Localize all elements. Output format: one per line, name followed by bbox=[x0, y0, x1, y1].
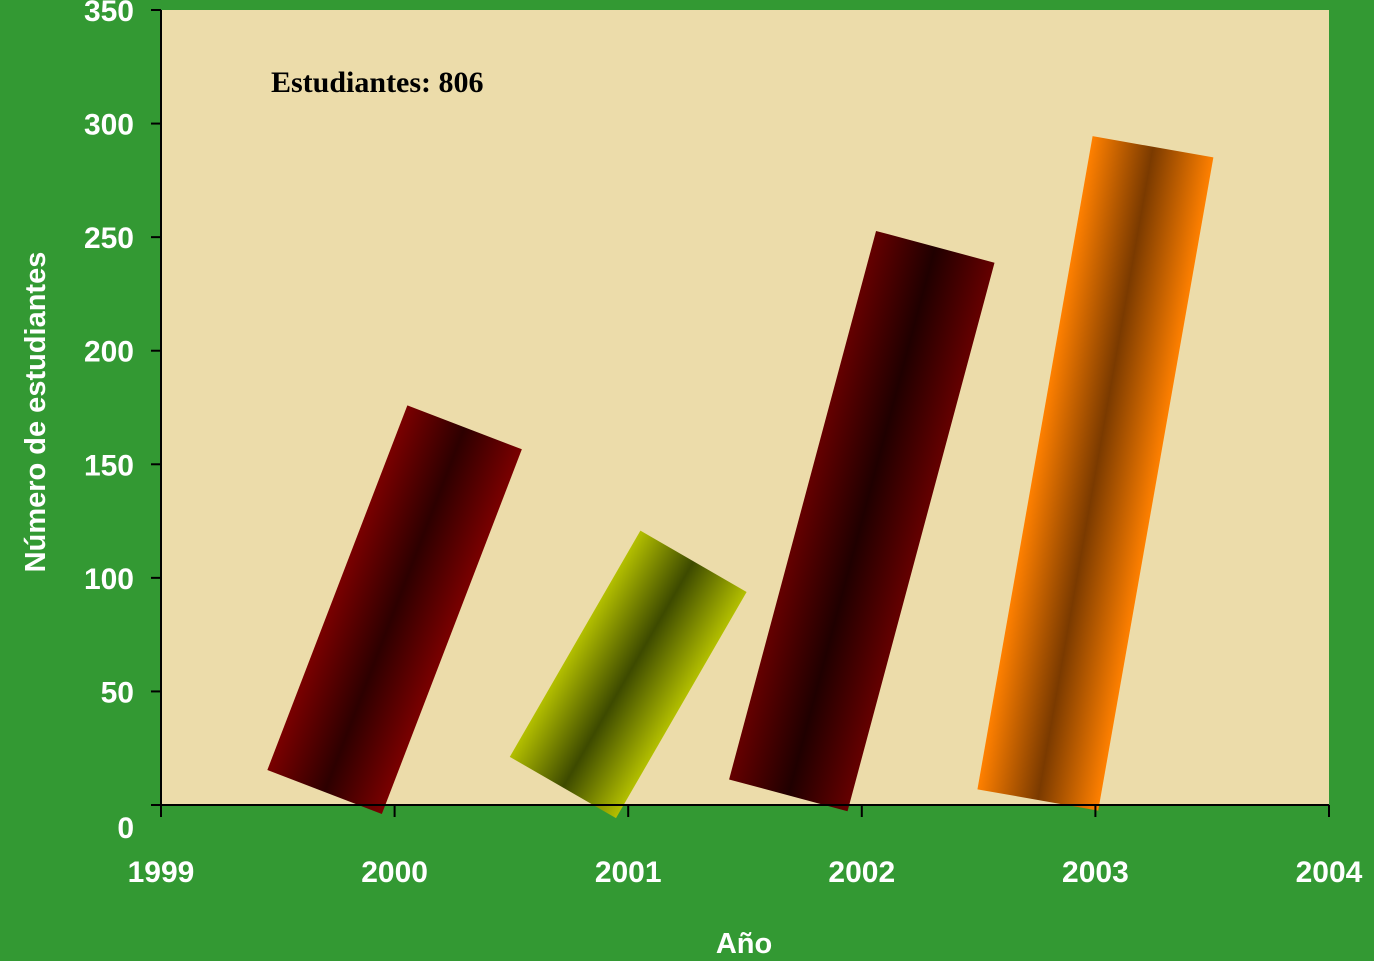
bar-2000 bbox=[267, 405, 522, 815]
x-axis-ticks: 1999 2000 2001 2002 2003 2004 bbox=[128, 805, 1363, 889]
x-tick-label: 1999 bbox=[128, 856, 195, 889]
bar-2003 bbox=[977, 136, 1214, 811]
x-tick-label: 2004 bbox=[1296, 856, 1363, 889]
y-axis-ticks: 0 50 100 150 200 250 300 350 bbox=[84, 0, 161, 845]
y-tick-label: 300 bbox=[84, 109, 134, 142]
bar-2001 bbox=[509, 530, 747, 819]
y-tick-label: 100 bbox=[84, 563, 134, 596]
x-tick-label: 2001 bbox=[595, 856, 662, 889]
chart-annotation: Estudiantes: 806 bbox=[271, 66, 484, 99]
y-tick-label: 250 bbox=[84, 222, 134, 255]
x-axis-title: Año bbox=[716, 928, 772, 960]
y-tick-label: 0 bbox=[117, 812, 134, 845]
y-tick-label: 200 bbox=[84, 336, 134, 369]
x-tick-label: 2002 bbox=[828, 856, 895, 889]
x-tick-label: 2003 bbox=[1062, 856, 1129, 889]
y-tick-label: 50 bbox=[101, 676, 134, 709]
bar-2002 bbox=[729, 230, 995, 812]
y-tick-label: 350 bbox=[84, 0, 134, 28]
x-tick-label: 2000 bbox=[361, 856, 428, 889]
y-tick-label: 150 bbox=[84, 449, 134, 482]
y-axis-title: Número de estudiantes bbox=[20, 252, 52, 573]
bars-layer bbox=[267, 136, 1214, 819]
